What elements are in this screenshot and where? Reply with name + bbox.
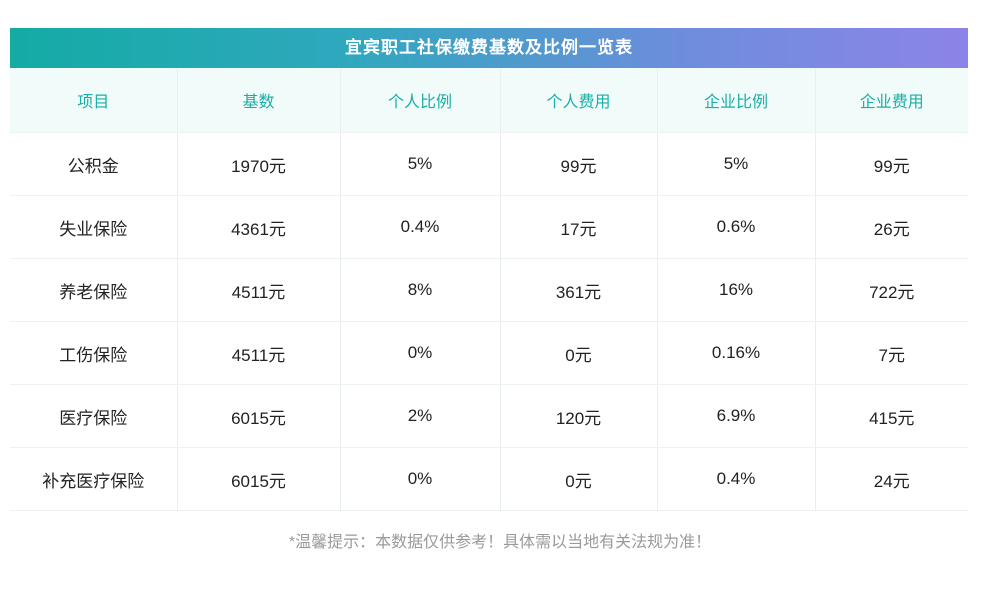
column-header-company-fee: 企业费用 bbox=[815, 68, 968, 133]
cell-personal-fee: 99元 bbox=[500, 132, 658, 196]
table-row: 医疗保险 6015元 2% 120元 6.9% 415元 bbox=[10, 384, 968, 448]
table-header: 项目 基数 个人比例 个人费用 企业比例 企业费用 bbox=[10, 68, 968, 133]
cell-company-rate: 5% bbox=[657, 132, 816, 196]
table-row: 公积金 1970元 5% 99元 5% 99元 bbox=[10, 132, 968, 196]
cell-item: 补充医疗保险 bbox=[10, 447, 178, 511]
cell-base: 6015元 bbox=[177, 384, 341, 448]
cell-item: 失业保险 bbox=[10, 195, 178, 259]
footnote-text: *温馨提示：本数据仅供参考！具体需以当地有关法规为准！ bbox=[288, 534, 712, 551]
table-row: 养老保险 4511元 8% 361元 16% 722元 bbox=[10, 258, 968, 322]
contribution-table: 项目 基数 个人比例 个人费用 企业比例 企业费用 公积金 1970元 5% 9… bbox=[10, 68, 968, 511]
cell-base: 4511元 bbox=[177, 258, 341, 322]
column-header-base: 基数 bbox=[177, 68, 341, 133]
cell-item: 公积金 bbox=[10, 132, 178, 196]
cell-company-fee: 415元 bbox=[815, 384, 968, 448]
column-header-personal-fee: 个人费用 bbox=[500, 68, 658, 133]
cell-item: 工伤保险 bbox=[10, 321, 178, 385]
cell-personal-fee: 17元 bbox=[500, 195, 658, 259]
column-header-company-rate: 企业比例 bbox=[657, 68, 816, 133]
cell-base: 4511元 bbox=[177, 321, 341, 385]
cell-item: 养老保险 bbox=[10, 258, 178, 322]
cell-base: 6015元 bbox=[177, 447, 341, 511]
table-title: 宜宾职工社保缴费基数及比例一览表 bbox=[10, 28, 968, 68]
cell-company-rate: 16% bbox=[657, 258, 816, 322]
cell-personal-fee: 120元 bbox=[500, 384, 658, 448]
cell-personal-rate: 5% bbox=[340, 132, 501, 196]
cell-personal-rate: 2% bbox=[340, 384, 501, 448]
cell-company-fee: 99元 bbox=[815, 132, 968, 196]
cell-personal-fee: 0元 bbox=[500, 321, 658, 385]
cell-personal-rate: 0% bbox=[340, 321, 501, 385]
cell-personal-rate: 0% bbox=[340, 447, 501, 511]
table-row: 失业保险 4361元 0.4% 17元 0.6% 26元 bbox=[10, 195, 968, 259]
table-body: 公积金 1970元 5% 99元 5% 99元 失业保险 4361元 0.4% … bbox=[10, 132, 968, 511]
cell-company-fee: 24元 bbox=[815, 447, 968, 511]
cell-company-rate: 0.6% bbox=[657, 195, 816, 259]
cell-personal-rate: 8% bbox=[340, 258, 501, 322]
cell-personal-fee: 361元 bbox=[500, 258, 658, 322]
cell-personal-rate: 0.4% bbox=[340, 195, 501, 259]
table-row: 工伤保险 4511元 0% 0元 0.16% 7元 bbox=[10, 321, 968, 385]
cell-company-fee: 722元 bbox=[815, 258, 968, 322]
column-header-item: 项目 bbox=[10, 68, 178, 133]
column-header-personal-rate: 个人比例 bbox=[340, 68, 501, 133]
cell-company-fee: 7元 bbox=[815, 321, 968, 385]
table-header-row: 项目 基数 个人比例 个人费用 企业比例 企业费用 bbox=[10, 68, 968, 133]
cell-base: 1970元 bbox=[177, 132, 341, 196]
cell-company-rate: 0.4% bbox=[657, 447, 816, 511]
cell-company-rate: 0.16% bbox=[657, 321, 816, 385]
cell-company-rate: 6.9% bbox=[657, 384, 816, 448]
rate-table-container: 宜宾职工社保缴费基数及比例一览表 项目 基数 个人比例 个人费用 企业比例 企业… bbox=[10, 28, 968, 511]
cell-personal-fee: 0元 bbox=[500, 447, 658, 511]
cell-base: 4361元 bbox=[177, 195, 341, 259]
table-row: 补充医疗保险 6015元 0% 0元 0.4% 24元 bbox=[10, 447, 968, 511]
cell-company-fee: 26元 bbox=[815, 195, 968, 259]
cell-item: 医疗保险 bbox=[10, 384, 178, 448]
